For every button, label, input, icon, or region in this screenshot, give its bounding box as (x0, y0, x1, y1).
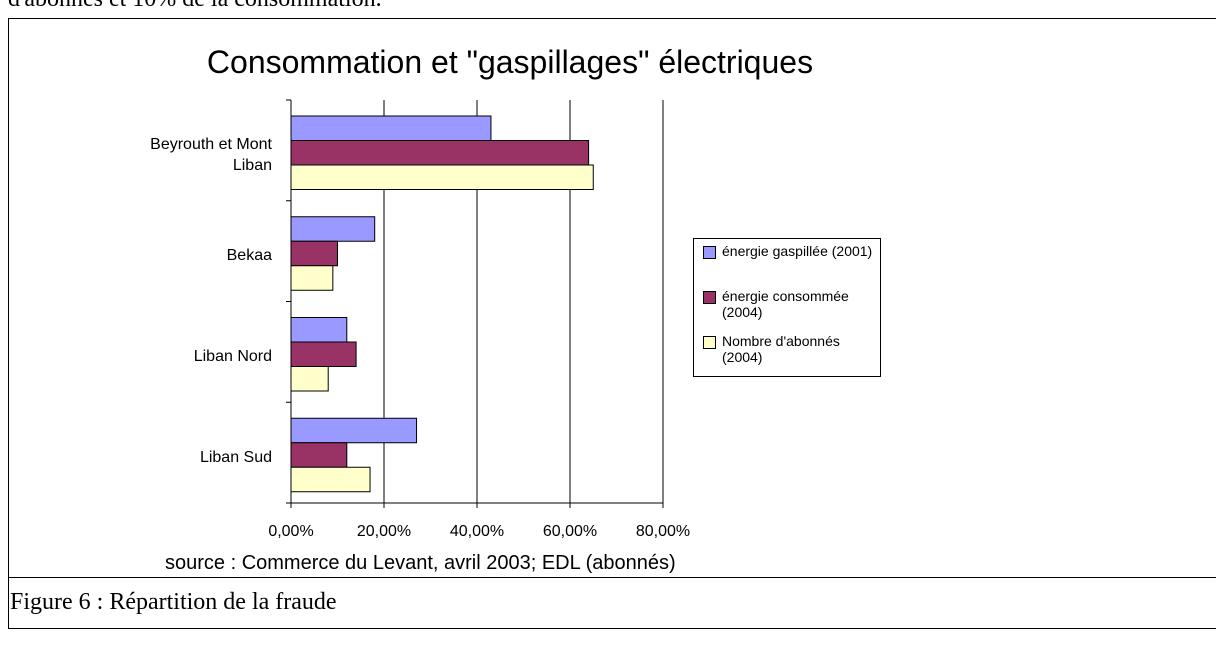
category-clip: Beyrouth et Mont Liban (128, 125, 272, 185)
bar (290, 140, 590, 166)
x-tick-label: 60,00% (543, 523, 597, 540)
y-tick-label: Liban Nord (193, 348, 272, 365)
bar (290, 164, 594, 190)
bar (290, 240, 338, 267)
legend-label: énergie gaspillée (2001) (722, 243, 873, 259)
x-tick-label: 40,00% (450, 523, 504, 540)
caption-frame (8, 577, 1216, 629)
bar (290, 341, 357, 367)
x-tick-label: 80,00% (636, 523, 690, 540)
bar (290, 366, 329, 392)
bar (290, 115, 492, 141)
x-tick-label: 0,00% (268, 523, 313, 540)
source: source : Commerce du Levant, avril 2003;… (165, 552, 676, 574)
legend (693, 238, 881, 377)
legend-swatch (703, 246, 716, 259)
y-tick-label: Beyrouth et Mont Liban (150, 136, 272, 174)
y-tick-label: Liban Sud (199, 448, 272, 466)
caption: Figure 6 : Répartition de la fraude (10, 589, 337, 615)
bar (290, 265, 334, 291)
category-clip: Liban Nord (128, 327, 272, 387)
category-clip: Liban Sud (128, 427, 272, 487)
x-tick-label: 20,00% (357, 523, 411, 540)
chart-title: Consommation et "gaspillages" électrique… (206, 44, 814, 80)
y-tick-label: Bekaa (226, 247, 272, 265)
legend-swatch (703, 336, 716, 349)
bar (290, 317, 348, 343)
body-text: d'abonnés et 10% de la consommation. (8, 0, 382, 13)
legend-label: Nombre d'abonnés (2004) (722, 333, 840, 365)
bar (290, 466, 371, 493)
legend-swatch (703, 291, 716, 304)
legend-label: énergie consommée (2004) (722, 288, 849, 320)
bar (290, 216, 376, 242)
category-clip: Bekaa (128, 226, 272, 286)
bar (290, 417, 418, 444)
bar (290, 442, 348, 468)
